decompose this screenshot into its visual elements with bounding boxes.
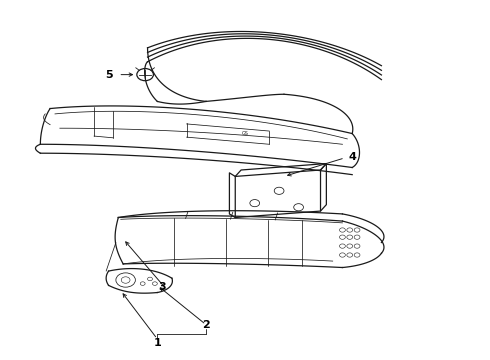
Text: 4: 4 xyxy=(348,152,356,162)
Text: 3: 3 xyxy=(158,282,166,292)
Text: 2: 2 xyxy=(202,320,210,330)
Text: 5: 5 xyxy=(105,69,112,80)
Text: 1: 1 xyxy=(153,338,161,347)
Text: GS: GS xyxy=(242,131,248,136)
